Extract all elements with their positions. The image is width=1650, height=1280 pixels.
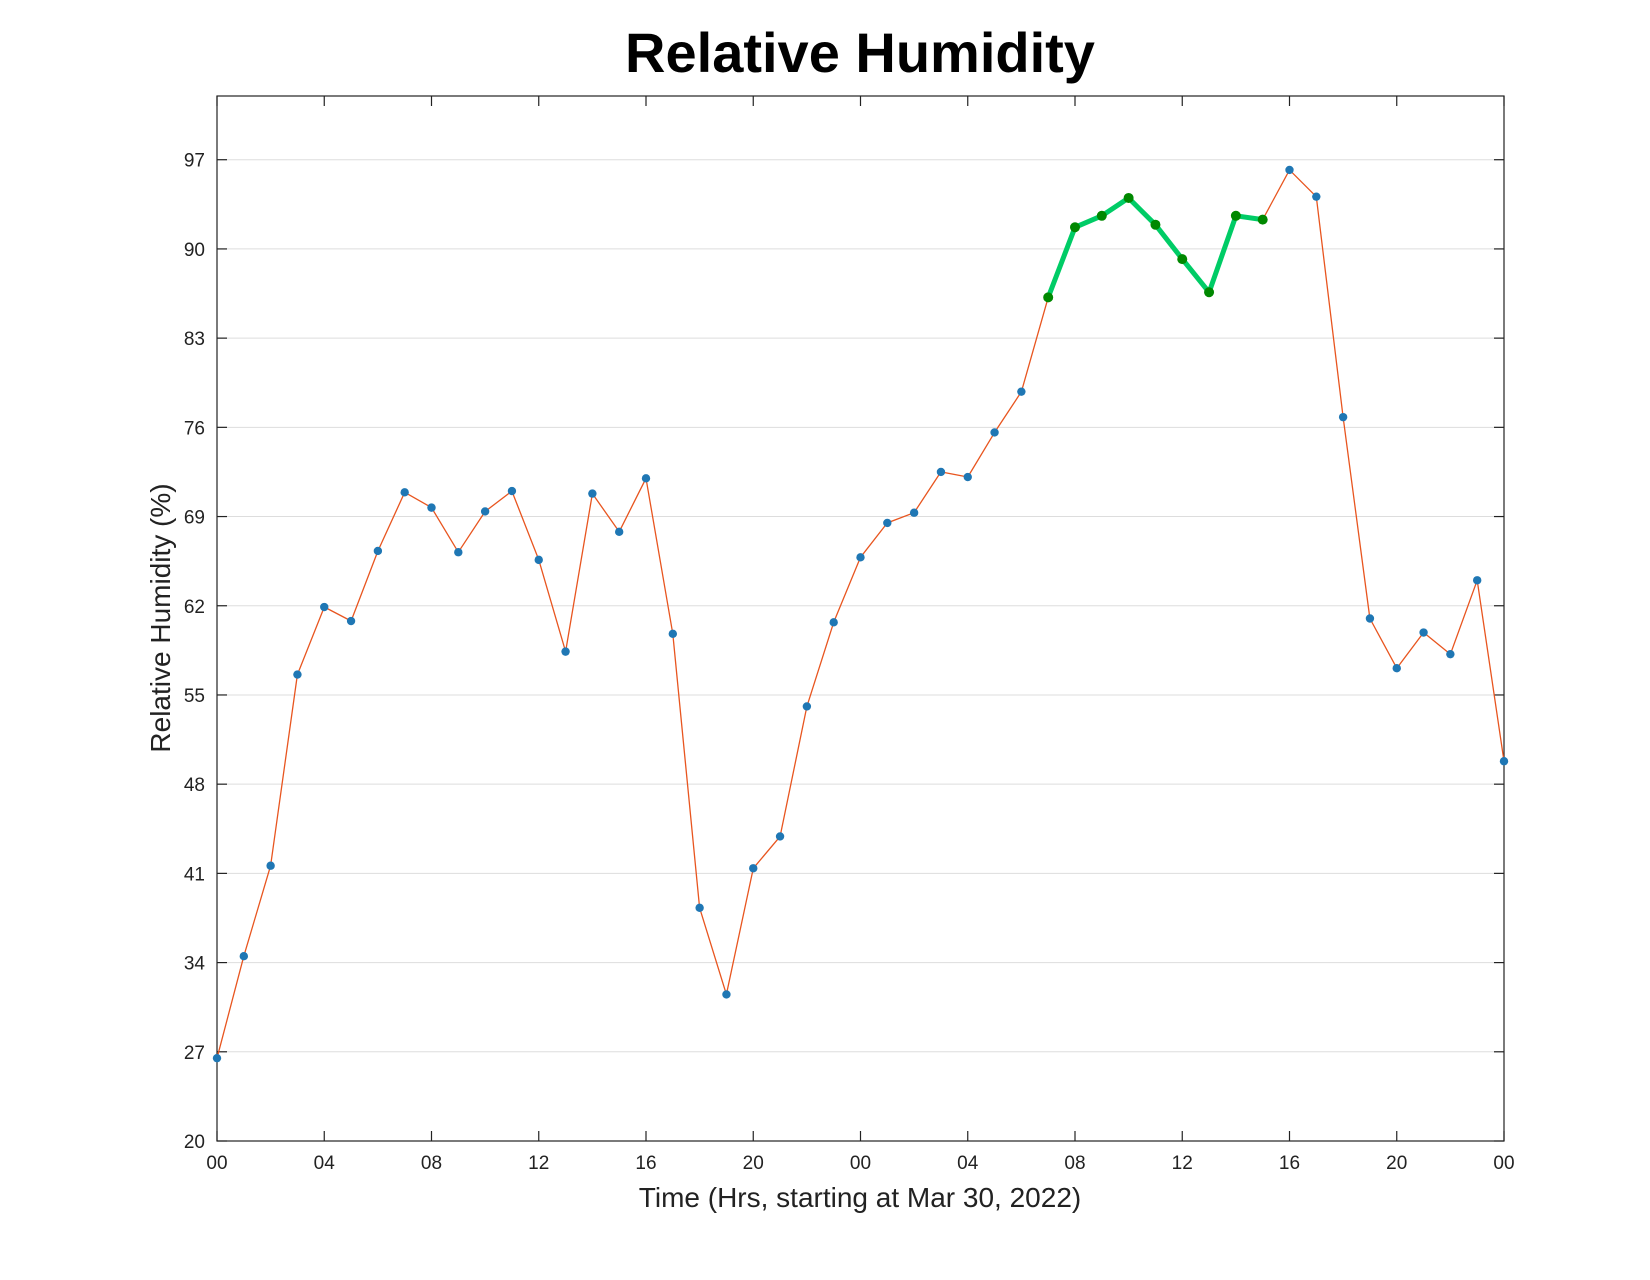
data-point-highlight xyxy=(1070,222,1080,233)
y-tick-label: 20 xyxy=(184,1132,205,1153)
y-tick-label: 69 xyxy=(184,508,205,529)
x-tick-label: 04 xyxy=(957,1153,979,1174)
data-point-highlight xyxy=(1043,292,1054,303)
data-point xyxy=(1472,576,1482,585)
x-tick-label: 00 xyxy=(850,1153,871,1174)
data-point xyxy=(373,546,383,556)
data-point xyxy=(454,548,463,557)
data-point-highlight xyxy=(1204,287,1215,298)
y-tick-label: 55 xyxy=(184,686,205,707)
data-point xyxy=(614,527,624,537)
y-tick-label: 48 xyxy=(184,775,205,796)
data-point-highlight xyxy=(1177,254,1188,265)
data-point xyxy=(1392,664,1401,673)
data-point-highlight xyxy=(1257,214,1268,225)
y-tick-label: 34 xyxy=(184,954,206,975)
x-tick-label: 08 xyxy=(1064,1153,1085,1174)
x-tick-label: 00 xyxy=(1493,1153,1514,1174)
y-tick-label: 76 xyxy=(184,418,205,439)
x-tick-label: 16 xyxy=(635,1153,656,1174)
data-point xyxy=(1338,412,1348,422)
x-tick-label: 04 xyxy=(314,1153,336,1174)
data-point xyxy=(749,864,758,873)
y-tick-label: 62 xyxy=(184,597,205,618)
data-point xyxy=(990,428,999,437)
x-tick-label: 20 xyxy=(1386,1153,1407,1174)
data-point xyxy=(293,670,302,679)
series-layer xyxy=(212,165,1509,1063)
y-tick-label: 83 xyxy=(184,329,205,350)
data-point xyxy=(427,503,436,512)
data-point xyxy=(212,1053,222,1063)
data-point-highlight xyxy=(1230,210,1241,221)
data-point-highlight xyxy=(1096,210,1107,221)
data-point xyxy=(239,952,249,961)
data-point xyxy=(775,832,785,841)
y-axis-label: Relative Humidity (%) xyxy=(145,483,176,752)
x-tick-label: 12 xyxy=(528,1153,549,1174)
data-point-highlight xyxy=(1150,219,1161,230)
data-point xyxy=(507,486,517,496)
data-point xyxy=(1017,387,1026,396)
data-point xyxy=(936,467,946,477)
data-point xyxy=(480,507,490,516)
data-point xyxy=(561,647,570,656)
data-point xyxy=(588,489,597,498)
data-point xyxy=(1285,165,1294,175)
data-point xyxy=(695,903,704,912)
data-point xyxy=(534,555,543,565)
data-point xyxy=(320,602,329,612)
x-tick-label: 20 xyxy=(743,1153,764,1174)
data-point xyxy=(266,861,275,870)
chart-title: Relative Humidity xyxy=(625,21,1095,84)
data-point xyxy=(856,553,865,562)
data-point xyxy=(883,518,892,528)
y-tick-label: 27 xyxy=(184,1043,205,1064)
plot-area xyxy=(216,95,1505,1142)
data-point xyxy=(1312,192,1321,201)
data-point xyxy=(1365,614,1375,623)
x-tick-label: 12 xyxy=(1172,1153,1193,1174)
x-tick-label: 00 xyxy=(206,1153,227,1174)
grid-lines xyxy=(217,159,1504,1053)
x-tick-label: 16 xyxy=(1279,1153,1300,1174)
series-line-humidity xyxy=(216,169,1505,1059)
data-point xyxy=(1499,757,1509,766)
data-point xyxy=(346,616,356,626)
data-point xyxy=(641,474,651,483)
data-point xyxy=(668,629,678,638)
y-tick-label: 90 xyxy=(184,240,205,261)
x-tick-label: 08 xyxy=(421,1153,442,1174)
data-point xyxy=(400,488,409,497)
series-line-highlight xyxy=(1045,195,1266,300)
x-axis-label: Time (Hrs, starting at Mar 30, 2022) xyxy=(639,1182,1081,1213)
y-tick-label: 41 xyxy=(184,864,205,885)
data-point xyxy=(829,618,838,627)
y-tick-label: 97 xyxy=(184,151,205,172)
data-point xyxy=(1446,649,1455,659)
data-point xyxy=(722,990,731,999)
data-point xyxy=(909,508,919,517)
data-point xyxy=(963,472,972,482)
data-point xyxy=(1419,628,1428,637)
data-point xyxy=(802,702,812,711)
data-point-highlight xyxy=(1123,192,1134,203)
